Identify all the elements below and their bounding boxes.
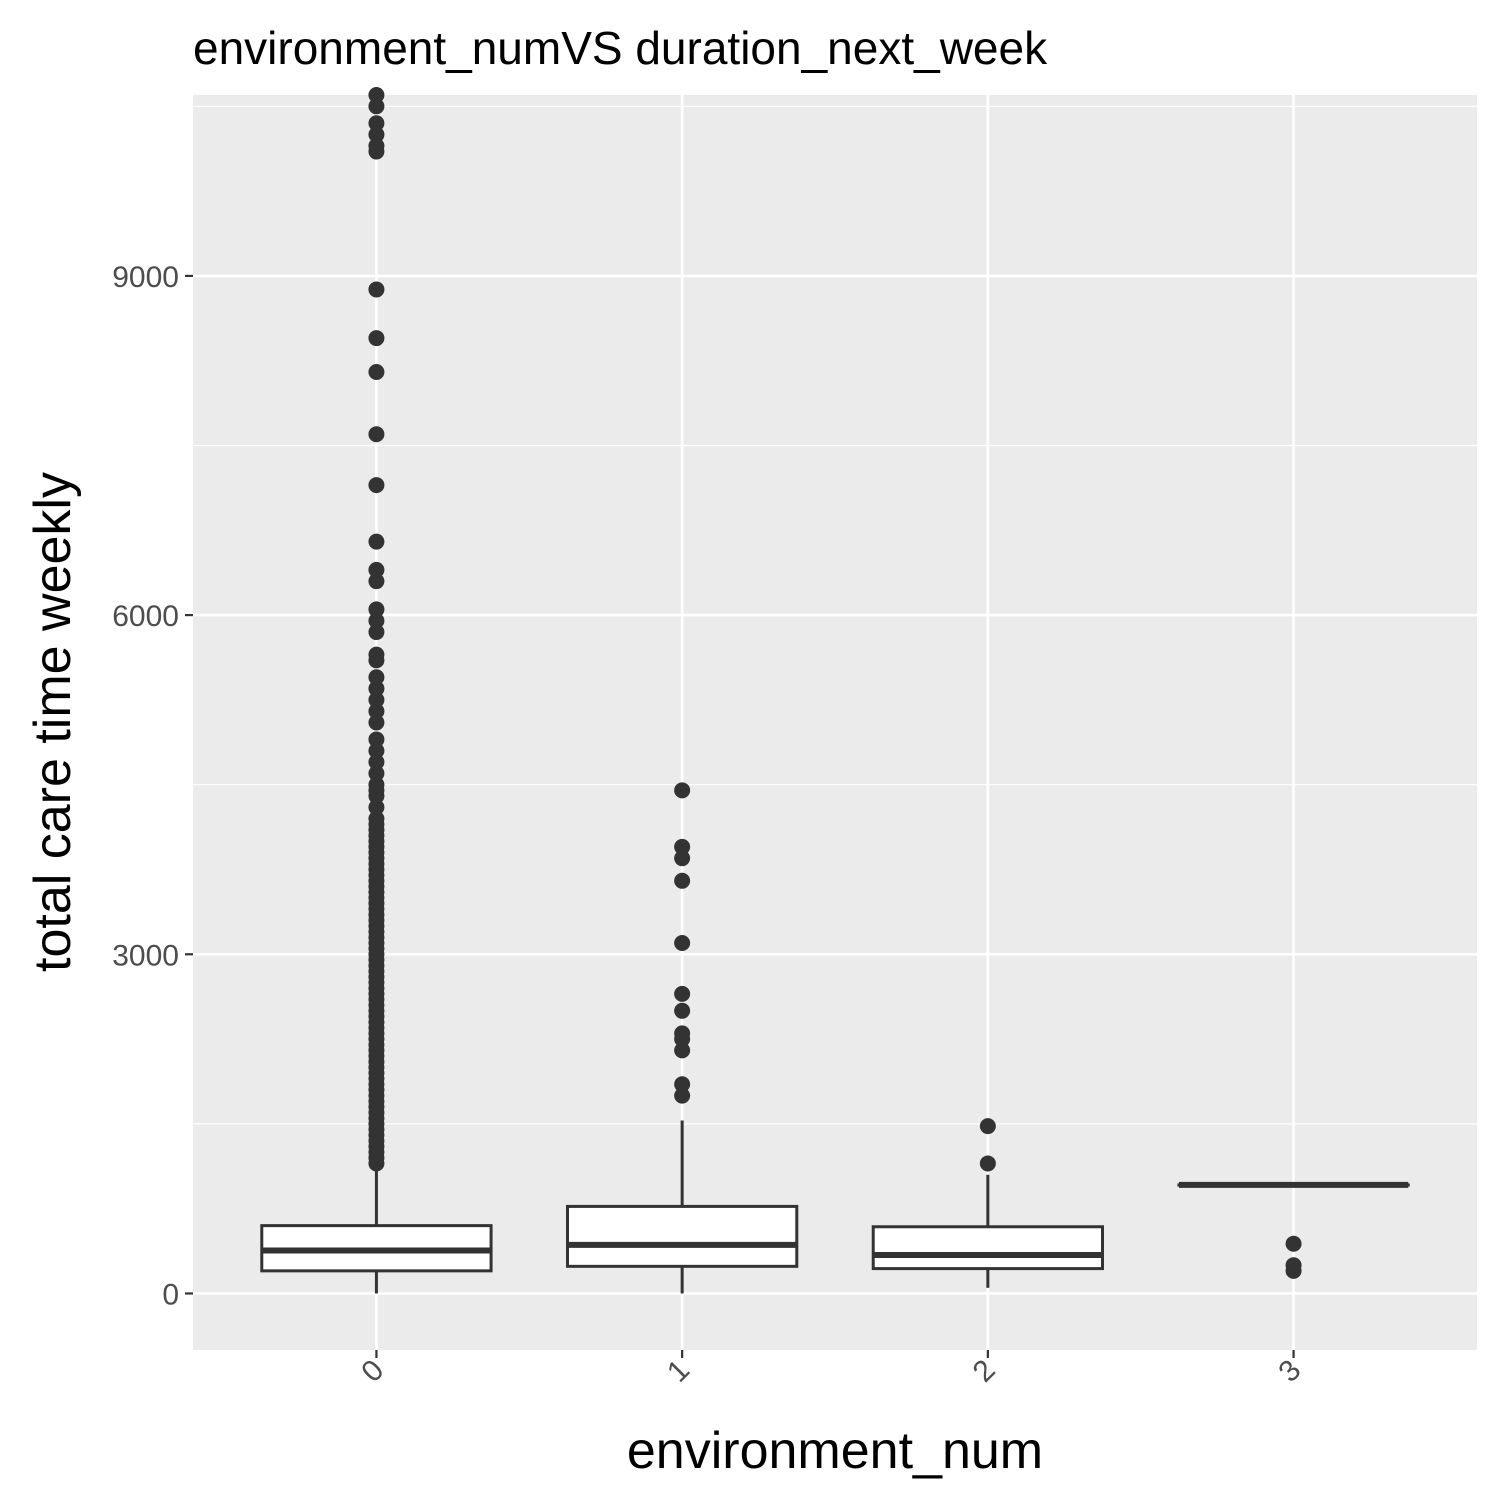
outlier-point — [368, 669, 385, 686]
outlier-point — [368, 126, 385, 143]
outlier-point — [368, 601, 385, 618]
outlier-point — [674, 1042, 691, 1059]
outlier-point — [368, 137, 385, 154]
outlier-point — [368, 330, 385, 347]
y-tick-label: 3000 — [112, 939, 179, 972]
outlier-point — [368, 680, 385, 697]
outlier-point — [674, 872, 691, 889]
outlier-point — [368, 765, 385, 782]
outlier-point — [368, 364, 385, 381]
box-group-3 — [1177, 1181, 1410, 1279]
y-tick-label: 0 — [162, 1278, 179, 1311]
x-axis: 0 1 2 3 — [355, 1350, 1308, 1389]
chart-title: environment_numVS duration_next_week — [193, 22, 1048, 74]
box-iqr — [871, 1225, 1105, 1271]
minor-grid-lines — [193, 105, 1477, 1125]
outlier-point — [368, 533, 385, 550]
y-tick-label: 6000 — [112, 600, 179, 633]
box-group-1 — [566, 782, 799, 1294]
x-tick-label: 0 — [355, 1354, 390, 1389]
outlier-point — [1285, 1235, 1302, 1252]
outlier-point — [368, 477, 385, 494]
box-iqr — [566, 1204, 799, 1268]
outlier-point — [674, 838, 691, 855]
outlier-point — [368, 810, 385, 827]
outlier-point — [368, 799, 385, 816]
x-tick-label: 1 — [661, 1354, 696, 1389]
x-tick-label: 2 — [967, 1354, 1002, 1389]
outlier-point — [368, 742, 385, 759]
outlier-point — [674, 934, 691, 951]
outlier-point — [368, 281, 385, 298]
plot-panel — [193, 95, 1477, 1350]
outlier-point — [674, 1087, 691, 1104]
x-axis-title: environment_num — [627, 1422, 1043, 1480]
outlier-point — [368, 573, 385, 590]
outlier-point — [368, 776, 385, 793]
outlier-point — [368, 624, 385, 641]
outlier-point — [368, 98, 385, 115]
outlier-point — [368, 703, 385, 720]
box-group-2 — [871, 1118, 1105, 1288]
outlier-point — [979, 1118, 996, 1135]
y-axis: 0 3000 6000 9000 — [112, 261, 193, 1311]
outlier-point — [1285, 1257, 1302, 1274]
outlier-point — [368, 754, 385, 771]
outlier-point — [674, 782, 691, 799]
outlier-point — [368, 426, 385, 443]
outlier-point — [368, 731, 385, 748]
outlier-point — [368, 87, 385, 103]
outlier-point — [979, 1155, 996, 1172]
outlier-point — [368, 714, 385, 731]
y-axis-title: total care time weekly — [24, 472, 82, 972]
outlier-point — [368, 691, 385, 708]
outlier-point — [674, 1025, 691, 1042]
outlier-point — [368, 561, 385, 578]
outlier-point — [674, 1076, 691, 1093]
box-layer — [260, 87, 1410, 1294]
y-tick-label: 9000 — [112, 261, 179, 294]
box-group-0 — [260, 87, 493, 1294]
outlier-point — [674, 1002, 691, 1019]
outlier-point — [674, 985, 691, 1002]
x-tick-label: 3 — [1272, 1354, 1307, 1389]
outlier-point — [368, 646, 385, 663]
outlier-point — [368, 612, 385, 629]
outlier-point — [674, 850, 691, 867]
outlier-point — [368, 115, 385, 132]
